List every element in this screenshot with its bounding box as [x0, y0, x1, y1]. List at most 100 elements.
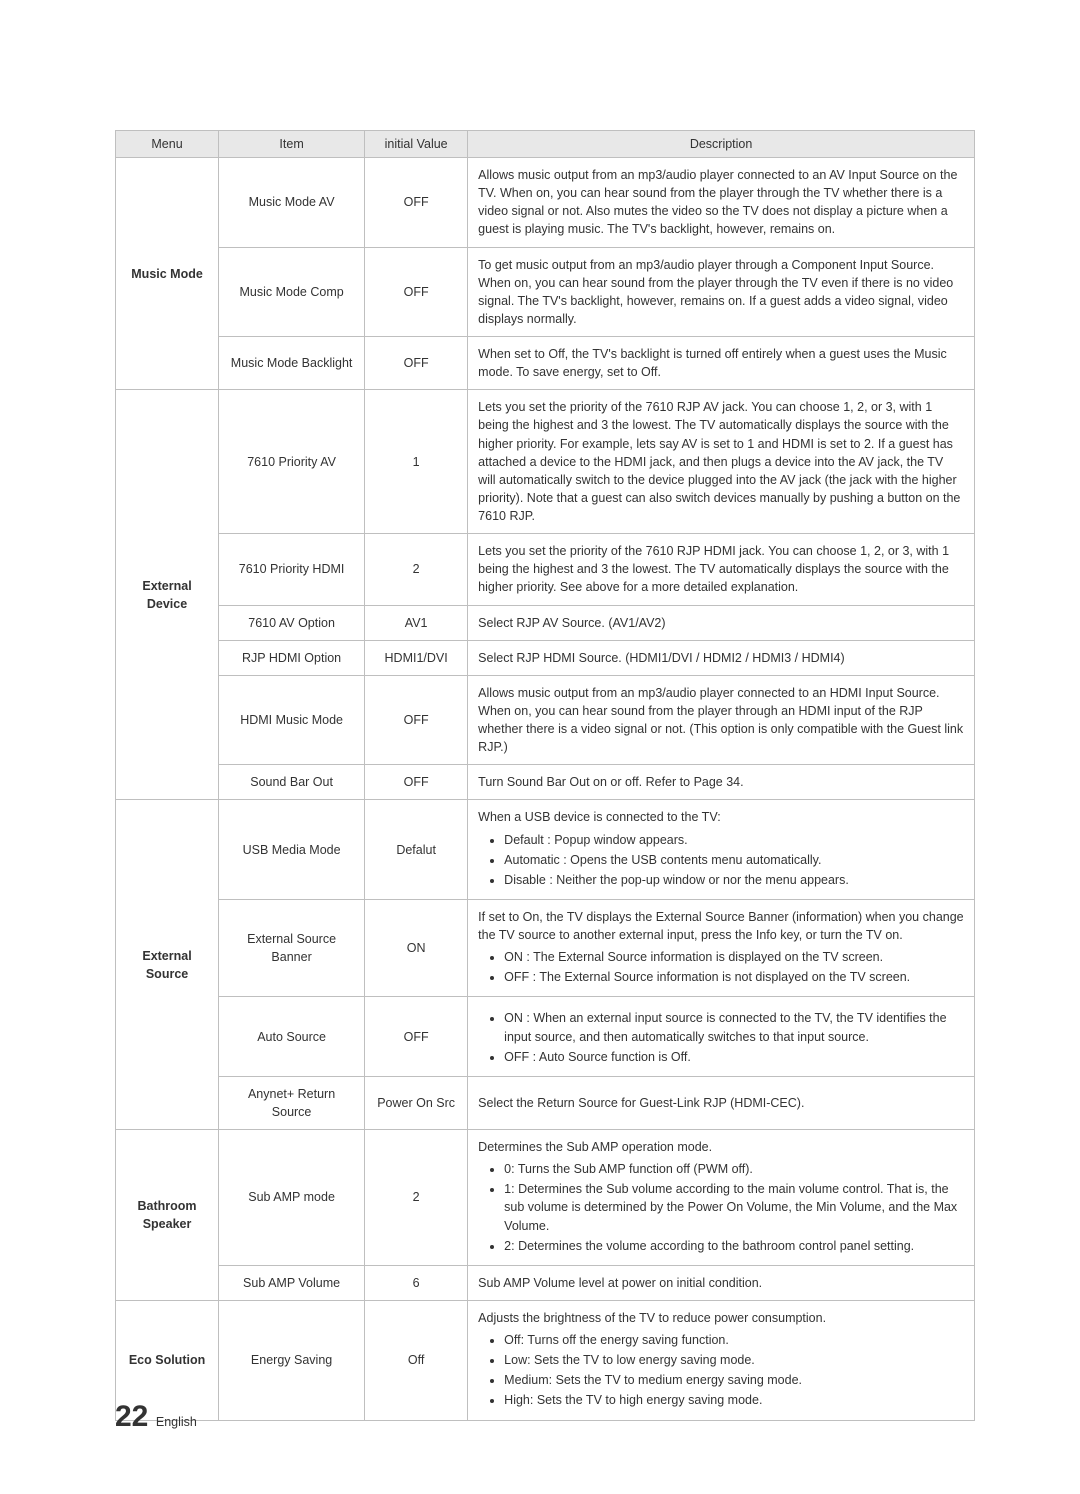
description-bullet: High: Sets the TV to high energy saving …	[504, 1391, 964, 1409]
description-bullet: Medium: Sets the TV to medium energy sav…	[504, 1371, 964, 1389]
table-row: Music Mode BacklightOFF When set to Off, …	[116, 337, 975, 390]
description-bullet: 1: Determines the Sub volume according t…	[504, 1180, 964, 1234]
description-bullet: ON : When an external input source is co…	[504, 1009, 964, 1045]
item-cell: Anynet+ Return Source	[219, 1076, 365, 1129]
description-text: Select RJP HDMI Source. (HDMI1/DVI / HDM…	[478, 649, 964, 667]
description-cell: Turn Sound Bar Out on or off. Refer to P…	[468, 765, 975, 800]
table-row: 7610 Priority HDMI2Lets you set the prio…	[116, 534, 975, 605]
description-bullet: 2: Determines the volume according to th…	[504, 1237, 964, 1255]
description-bullet: ON : The External Source information is …	[504, 948, 964, 966]
table-row: Music ModeMusic Mode AVOFFAllows music o…	[116, 158, 975, 248]
description-cell: When a USB device is connected to the TV…	[468, 800, 975, 900]
description-bullet: OFF : The External Source information is…	[504, 968, 964, 986]
item-cell: USB Media Mode	[219, 800, 365, 900]
description-cell: If set to On, the TV displays the Extern…	[468, 899, 975, 997]
description-text: Lets you set the priority of the 7610 RJ…	[478, 398, 964, 525]
initial-value-cell: 2	[365, 534, 468, 605]
col-header-initial: initial Value	[365, 131, 468, 158]
description-cell: Lets you set the priority of the 7610 RJ…	[468, 390, 975, 534]
description-lead: Adjusts the brightness of the TV to redu…	[478, 1309, 964, 1327]
initial-value-cell: OFF	[365, 337, 468, 390]
table-row: Eco SolutionEnergy SavingOffAdjusts the …	[116, 1300, 975, 1420]
description-cell: Lets you set the priority of the 7610 RJ…	[468, 534, 975, 605]
page-language: English	[156, 1415, 197, 1429]
description-text: Select the Return Source for Guest-Link …	[478, 1094, 964, 1112]
table-row: Sound Bar OutOFF Turn Sound Bar Out on or…	[116, 765, 975, 800]
description-text: Allows music output from an mp3/audio pl…	[478, 684, 964, 757]
description-text: When set to Off, the TV's backlight is t…	[478, 345, 964, 381]
description-bullet: Disable : Neither the pop-up window or n…	[504, 871, 964, 889]
initial-value-cell: ON	[365, 899, 468, 997]
description-bullet: Default : Popup window appears.	[504, 831, 964, 849]
item-cell: Sound Bar Out	[219, 765, 365, 800]
item-cell: Sub AMP mode	[219, 1130, 365, 1266]
description-cell: Adjusts the brightness of the TV to redu…	[468, 1300, 975, 1420]
col-header-description: Description	[468, 131, 975, 158]
initial-value-cell: OFF	[365, 158, 468, 248]
initial-value-cell: HDMI1/DVI	[365, 640, 468, 675]
description-cell: Select RJP HDMI Source. (HDMI1/DVI / HDM…	[468, 640, 975, 675]
description-cell: Allows music output from an mp3/audio pl…	[468, 158, 975, 248]
description-cell: Select the Return Source for Guest-Link …	[468, 1076, 975, 1129]
description-cell: Determines the Sub AMP operation mode.0:…	[468, 1130, 975, 1266]
initial-value-cell: Defalut	[365, 800, 468, 900]
description-cell: When set to Off, the TV's backlight is t…	[468, 337, 975, 390]
table-row: ExternalSourceUSB Media ModeDefalutWhen …	[116, 800, 975, 900]
table-body: Music ModeMusic Mode AVOFFAllows music o…	[116, 158, 975, 1421]
description-bullet: 0: Turns the Sub AMP function off (PWM o…	[504, 1160, 964, 1178]
item-cell: Music Mode Backlight	[219, 337, 365, 390]
description-cell: Select RJP AV Source. (AV1/AV2)	[468, 605, 975, 640]
initial-value-cell: OFF	[365, 247, 468, 337]
description-bullet: Off: Turns off the energy saving functio…	[504, 1331, 964, 1349]
table-row: Music Mode CompOFFTo get music output fr…	[116, 247, 975, 337]
item-cell: Sub AMP Volume	[219, 1265, 365, 1300]
description-text: Lets you set the priority of the 7610 RJ…	[478, 542, 964, 596]
description-lead: When a USB device is connected to the TV…	[478, 808, 964, 826]
table-row: ExternalDevice7610 Priority AV1Lets you …	[116, 390, 975, 534]
page-number: 22	[115, 1400, 148, 1433]
description-cell: To get music output from an mp3/audio pl…	[468, 247, 975, 337]
description-text: Allows music output from an mp3/audio pl…	[478, 166, 964, 239]
menu-cell: ExternalDevice	[116, 390, 219, 800]
description-text: Turn Sound Bar Out on or off. Refer to P…	[478, 773, 964, 791]
menu-cell: ExternalSource	[116, 800, 219, 1130]
description-bullet: Automatic : Opens the USB contents menu …	[504, 851, 964, 869]
table-row: RJP HDMI OptionHDMI1/DVISelect RJP HDMI …	[116, 640, 975, 675]
table-row: Anynet+ Return SourcePower On Src Select …	[116, 1076, 975, 1129]
description-cell: Allows music output from an mp3/audio pl…	[468, 675, 975, 765]
item-cell: Music Mode Comp	[219, 247, 365, 337]
document-page: Menu Item initial Value Description Musi…	[0, 0, 1080, 1494]
item-cell: HDMI Music Mode	[219, 675, 365, 765]
table-row: 7610 AV OptionAV1Select RJP AV Source. (…	[116, 605, 975, 640]
initial-value-cell: Off	[365, 1300, 468, 1420]
menu-cell: Music Mode	[116, 158, 219, 390]
initial-value-cell: OFF	[365, 997, 468, 1076]
table-row: BathroomSpeakerSub AMP mode2Determines t…	[116, 1130, 975, 1266]
menu-cell: BathroomSpeaker	[116, 1130, 219, 1301]
item-cell: Energy Saving	[219, 1300, 365, 1420]
description-cell: ON : When an external input source is co…	[468, 997, 975, 1076]
description-text: Select RJP AV Source. (AV1/AV2)	[478, 614, 964, 632]
description-text: Sub AMP Volume level at power on initial…	[478, 1274, 964, 1292]
table-row: External Source BannerON If set to On, th…	[116, 899, 975, 997]
description-bullet: OFF : Auto Source function is Off.	[504, 1048, 964, 1066]
col-header-menu: Menu	[116, 131, 219, 158]
item-cell: External Source Banner	[219, 899, 365, 997]
initial-value-cell: 1	[365, 390, 468, 534]
description-lead: If set to On, the TV displays the Extern…	[478, 908, 964, 944]
initial-value-cell: 2	[365, 1130, 468, 1266]
initial-value-cell: Power On Src	[365, 1076, 468, 1129]
item-cell: 7610 Priority AV	[219, 390, 365, 534]
description-text: To get music output from an mp3/audio pl…	[478, 256, 964, 329]
description-bullet-list: Default : Popup window appears. Automatic…	[478, 831, 964, 889]
table-row: Auto SourceOFF ON : When an external inpu…	[116, 997, 975, 1076]
col-header-item: Item	[219, 131, 365, 158]
initial-value-cell: AV1	[365, 605, 468, 640]
item-cell: 7610 Priority HDMI	[219, 534, 365, 605]
description-bullet-list: Off: Turns off the energy saving functio…	[478, 1331, 964, 1410]
description-bullet-list: ON : The External Source information is …	[478, 948, 964, 986]
initial-value-cell: 6	[365, 1265, 468, 1300]
item-cell: Auto Source	[219, 997, 365, 1076]
table-row: HDMI Music ModeOFFAllows music output fr…	[116, 675, 975, 765]
initial-value-cell: OFF	[365, 765, 468, 800]
